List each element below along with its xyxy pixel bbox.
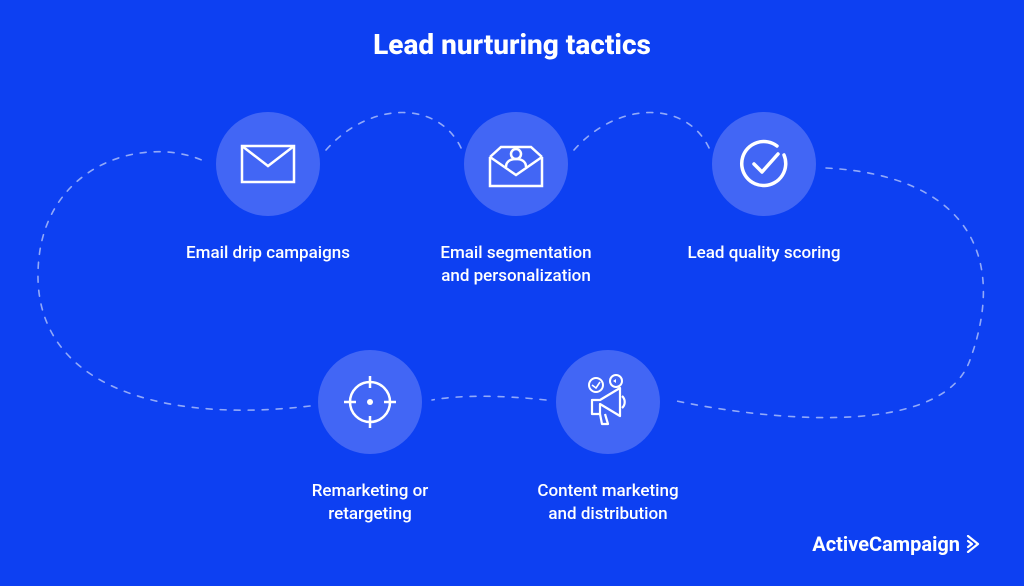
tactic-email-drip: Email drip campaigns bbox=[158, 112, 378, 265]
tactic-scoring: Lead quality scoring bbox=[654, 112, 874, 265]
tactic-label: Content marketing and distribution bbox=[498, 480, 718, 526]
tactic-label: Remarketing or retargeting bbox=[260, 480, 480, 526]
checkmark-circle-icon bbox=[712, 112, 816, 216]
infographic-canvas: Lead nurturing tactics Email drip campai… bbox=[0, 0, 1024, 586]
chevron-right-icon bbox=[966, 535, 982, 553]
tactic-label: Email segmentation and personalization bbox=[406, 242, 626, 288]
tactic-remarketing: Remarketing or retargeting bbox=[260, 350, 480, 526]
envelope-icon bbox=[216, 112, 320, 216]
brand-logo: ActiveCampaign bbox=[812, 532, 982, 556]
crosshair-icon bbox=[318, 350, 422, 454]
megaphone-icon bbox=[556, 350, 660, 454]
tactic-label: Email drip campaigns bbox=[158, 242, 378, 265]
tactic-label: Lead quality scoring bbox=[654, 242, 874, 265]
brand-text: ActiveCampaign bbox=[812, 532, 960, 556]
page-title: Lead nurturing tactics bbox=[0, 28, 1024, 61]
envelope-person-icon bbox=[464, 112, 568, 216]
tactic-content: Content marketing and distribution bbox=[498, 350, 718, 526]
tactic-segmentation: Email segmentation and personalization bbox=[406, 112, 626, 288]
